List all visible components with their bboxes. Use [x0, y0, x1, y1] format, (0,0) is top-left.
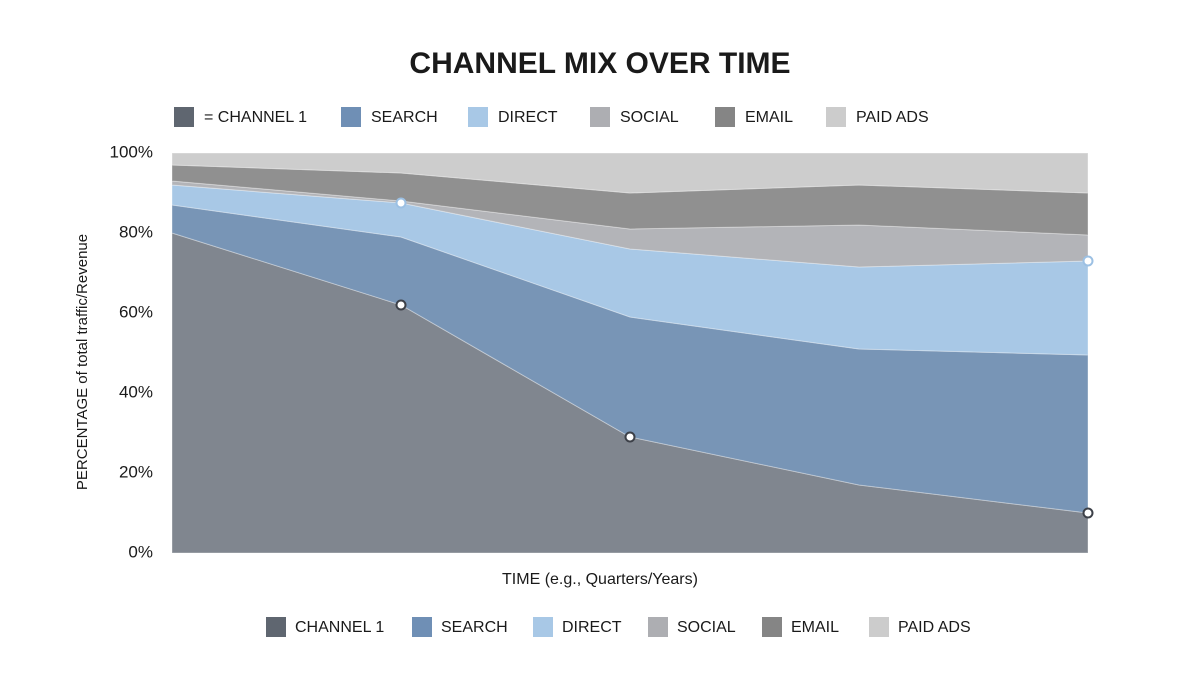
point-marker: [395, 299, 407, 311]
legend-label: CHANNEL 1: [295, 619, 384, 636]
legend-swatch: [762, 617, 782, 637]
legend-swatch: [174, 107, 194, 127]
point-marker: [1082, 507, 1094, 519]
y-tick-label: 60%: [119, 302, 153, 321]
y-tick-label: 0%: [128, 542, 153, 561]
legend-label: PAID ADS: [856, 109, 929, 126]
legend-label: EMAIL: [791, 619, 839, 636]
legend-swatch: [590, 107, 610, 127]
point-marker: [395, 197, 407, 209]
legend-label: = CHANNEL 1: [204, 109, 307, 126]
y-tick-label: 20%: [119, 462, 153, 481]
point-marker: [1082, 255, 1094, 267]
legend-label: PAID ADS: [898, 619, 971, 636]
area: [171, 184, 1089, 356]
legend-swatch: [648, 617, 668, 637]
legend-label: DIRECT: [562, 619, 622, 636]
point-marker: [624, 431, 636, 443]
legend-label: DIRECT: [498, 109, 558, 126]
legend-swatch: [533, 617, 553, 637]
y-axis-label: PERCENTAGE of total traffic/Revenue: [74, 234, 91, 490]
legend-label: EMAIL: [745, 109, 793, 126]
legend-swatch: [468, 107, 488, 127]
legend-swatch: [826, 107, 846, 127]
legend-swatch: [266, 617, 286, 637]
legend-swatch: [412, 617, 432, 637]
legend-label: SEARCH: [441, 619, 508, 636]
y-tick-label: 100%: [110, 142, 153, 161]
x-axis-label: TIME (e.g., Quarters/Years): [502, 571, 698, 588]
legend-swatch: [869, 617, 889, 637]
chart-title: CHANNEL MIX OVER TIME: [409, 47, 790, 80]
legend-label: SOCIAL: [620, 109, 679, 126]
legend-swatch: [715, 107, 735, 127]
legend-swatch: [341, 107, 361, 127]
y-tick-label: 80%: [119, 222, 153, 241]
legend-label: SOCIAL: [677, 619, 736, 636]
area: [171, 152, 1089, 194]
legend-label: SEARCH: [371, 109, 438, 126]
y-tick-label: 40%: [119, 382, 153, 401]
